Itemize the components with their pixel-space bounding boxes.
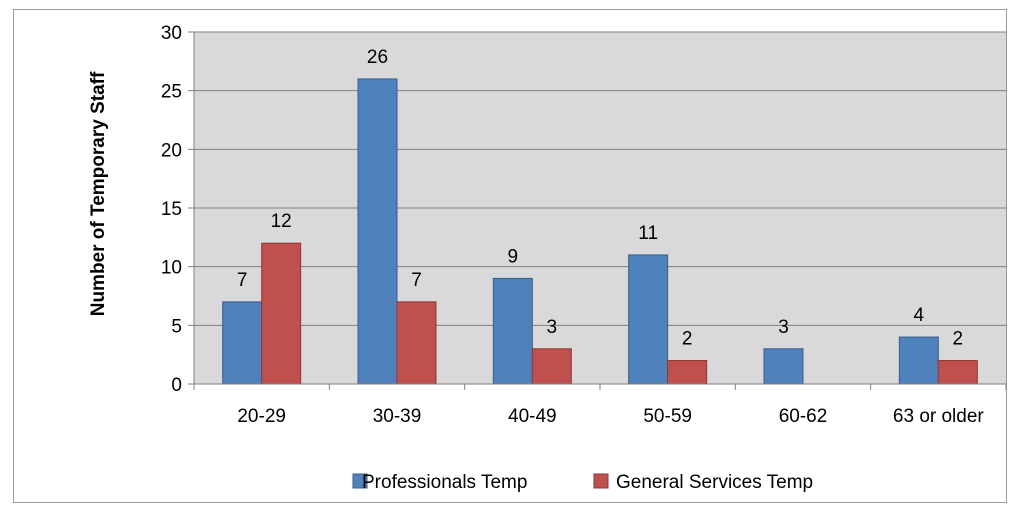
bar-general-services — [261, 242, 302, 385]
x-tick-label: 60-62 — [779, 406, 828, 427]
bar-general-services — [937, 360, 978, 385]
bar-professionals — [898, 336, 939, 385]
bar-general-services — [667, 360, 708, 385]
axes: 0 5 10 15 20 25 30 20-29 30-39 40-49 50-59 60-62 63 … — [161, 23, 1007, 427]
y-tick-label: 0 — [171, 375, 182, 396]
bar-professionals — [357, 78, 398, 385]
x-tick-label: 63 or older — [893, 406, 985, 427]
x-tick-label: 50-59 — [643, 406, 692, 427]
data-label: 3 — [778, 317, 789, 338]
data-label: 2 — [682, 329, 693, 350]
data-label: 3 — [547, 317, 558, 338]
bar-professionals — [628, 254, 669, 385]
data-label: 11 — [638, 223, 658, 244]
y-tick-label: 10 — [161, 258, 182, 279]
data-label: 9 — [508, 246, 519, 267]
y-tick-label: 25 — [161, 82, 182, 103]
gridlines — [194, 31, 1006, 326]
bar-general-services — [396, 301, 437, 385]
bar-professionals — [222, 301, 263, 385]
bar-professionals — [492, 277, 533, 385]
y-axis-title: Number of Temporary Staff — [88, 71, 109, 316]
data-label: 26 — [367, 47, 388, 68]
data-label: 7 — [237, 270, 248, 291]
x-tick-label: 40-49 — [508, 406, 557, 427]
bar-general-services — [531, 348, 572, 385]
legend-swatch — [593, 473, 609, 489]
data-label: 4 — [914, 305, 925, 326]
legend-label: Professionals Temp — [362, 472, 527, 493]
legend-label: General Services Temp — [616, 472, 813, 493]
x-tick-label: 30-39 — [373, 406, 422, 427]
legend: Professionals Temp General Services Temp — [352, 472, 813, 493]
bar-professionals — [763, 348, 804, 385]
legend-swatch — [352, 473, 368, 489]
y-tick-label: 5 — [171, 316, 182, 337]
y-tick-label: 15 — [161, 199, 182, 220]
data-labels: 7 26 9 11 3 4 12 7 3 2 2 — [237, 47, 963, 350]
data-label: 2 — [953, 329, 964, 350]
y-tick-label: 20 — [161, 140, 182, 161]
data-label: 12 — [271, 211, 292, 232]
data-label: 7 — [411, 270, 422, 291]
y-tick-label: 30 — [161, 23, 182, 44]
bars — [222, 78, 978, 385]
x-tick-label: 20-29 — [237, 406, 286, 427]
